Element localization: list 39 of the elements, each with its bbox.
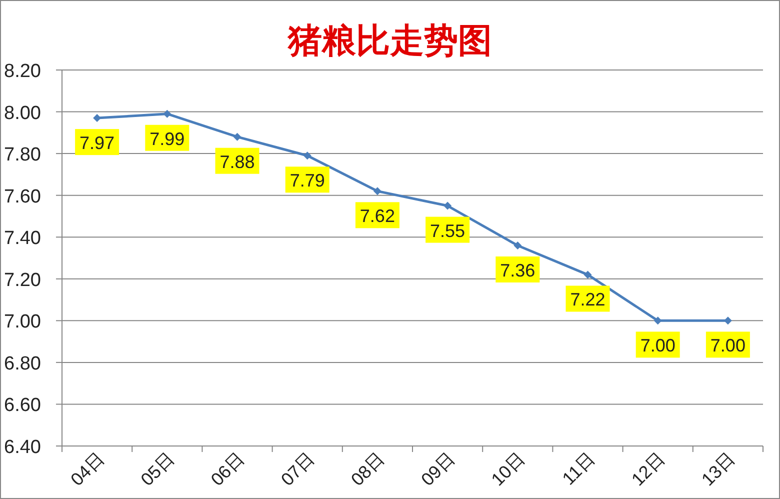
point <box>514 241 522 250</box>
data-label: 7.88 <box>220 152 255 172</box>
point <box>654 316 662 325</box>
text: 7.40 <box>4 228 41 250</box>
text: 7.60 <box>4 186 41 208</box>
chart-title: 猪粮比走势图 <box>287 22 492 60</box>
point <box>233 132 242 141</box>
data-label: 7.22 <box>570 290 606 310</box>
data-label: 7.62 <box>360 206 395 226</box>
point <box>584 270 592 279</box>
x-tick-label: 10日 <box>487 448 528 490</box>
text: 8.00 <box>4 102 41 124</box>
data-label: 7.00 <box>640 336 676 356</box>
text: 7.00 <box>4 312 41 333</box>
point <box>303 152 312 160</box>
x-tick-label: 13日 <box>698 448 739 490</box>
text: 7.80 <box>4 144 41 166</box>
data-label: 7.99 <box>150 128 185 149</box>
text: 8.20 <box>4 61 41 82</box>
x-tick-label: 06日 <box>207 448 248 490</box>
data-label: 7.36 <box>500 260 536 280</box>
text: 6.80 <box>4 353 41 374</box>
x-tick-label: 11日 <box>558 448 599 489</box>
text: 7.20 <box>4 270 41 291</box>
point <box>163 110 172 118</box>
data-label: 7.55 <box>430 220 466 241</box>
text: 6.60 <box>4 395 41 416</box>
point <box>373 187 382 196</box>
x-tick-label: 07日 <box>277 448 318 490</box>
x-tick-label: 08日 <box>347 448 388 490</box>
point <box>444 202 452 210</box>
data-label: 7.00 <box>710 336 746 356</box>
x-tick-label: 12日 <box>628 448 669 490</box>
x-tick-label: 04日 <box>66 448 108 490</box>
text: 6.40 <box>4 437 41 458</box>
x-tick-label: 05日 <box>136 448 178 490</box>
data-label: 7.97 <box>80 133 115 154</box>
data-label: 7.79 <box>290 170 325 191</box>
x-tick-label: 09日 <box>417 448 458 490</box>
